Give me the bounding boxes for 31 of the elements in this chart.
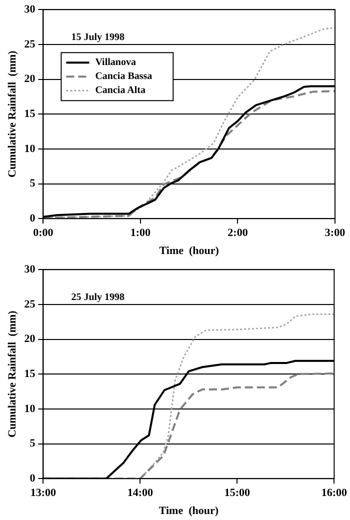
y-tick-label: 25 xyxy=(24,38,36,50)
y-tick-label: 30 xyxy=(24,3,36,16)
x-tick-label: 3:00 xyxy=(324,227,346,240)
x-tick-label: 0:00 xyxy=(33,227,54,240)
x-tick-label: 14:00 xyxy=(127,487,154,500)
x-axis-title: Time (hour) xyxy=(159,245,220,258)
y-tick-label: 5 xyxy=(30,438,36,450)
legend-label: Cancia Alta xyxy=(95,85,146,96)
x-axis-title: Time (hour) xyxy=(158,505,219,518)
y-tick-label: 20 xyxy=(24,333,36,346)
x-tick-label: 2:00 xyxy=(228,227,248,240)
y-axis-title: Cumulative Rainfall (mm) xyxy=(6,50,18,178)
annotation: 25 July 1998 xyxy=(71,292,125,304)
y-tick-label: 15 xyxy=(24,108,36,120)
y-tick-label: 10 xyxy=(24,402,36,415)
legend-label: Villanova xyxy=(95,57,136,68)
annotation: 15 July 1998 xyxy=(71,32,125,44)
legend-label: Cancia Bassa xyxy=(95,71,152,82)
y-tick-label: 0 xyxy=(30,212,36,224)
y-tick-label: 30 xyxy=(24,263,36,276)
y-tick-label: 15 xyxy=(24,368,36,380)
y-tick-label: 20 xyxy=(24,73,36,86)
y-tick-label: 0 xyxy=(30,472,36,484)
x-tick-label: 16:00 xyxy=(321,487,348,500)
x-tick-label: 15:00 xyxy=(224,487,251,500)
y-tick-label: 10 xyxy=(24,142,36,155)
y-axis-title: Cumulative Rainfall (mm) xyxy=(6,310,18,438)
y-tick-label: 25 xyxy=(24,298,36,310)
y-tick-label: 5 xyxy=(30,178,36,190)
x-tick-label: 13:00 xyxy=(30,487,57,500)
x-tick-label: 1:00 xyxy=(130,227,152,240)
